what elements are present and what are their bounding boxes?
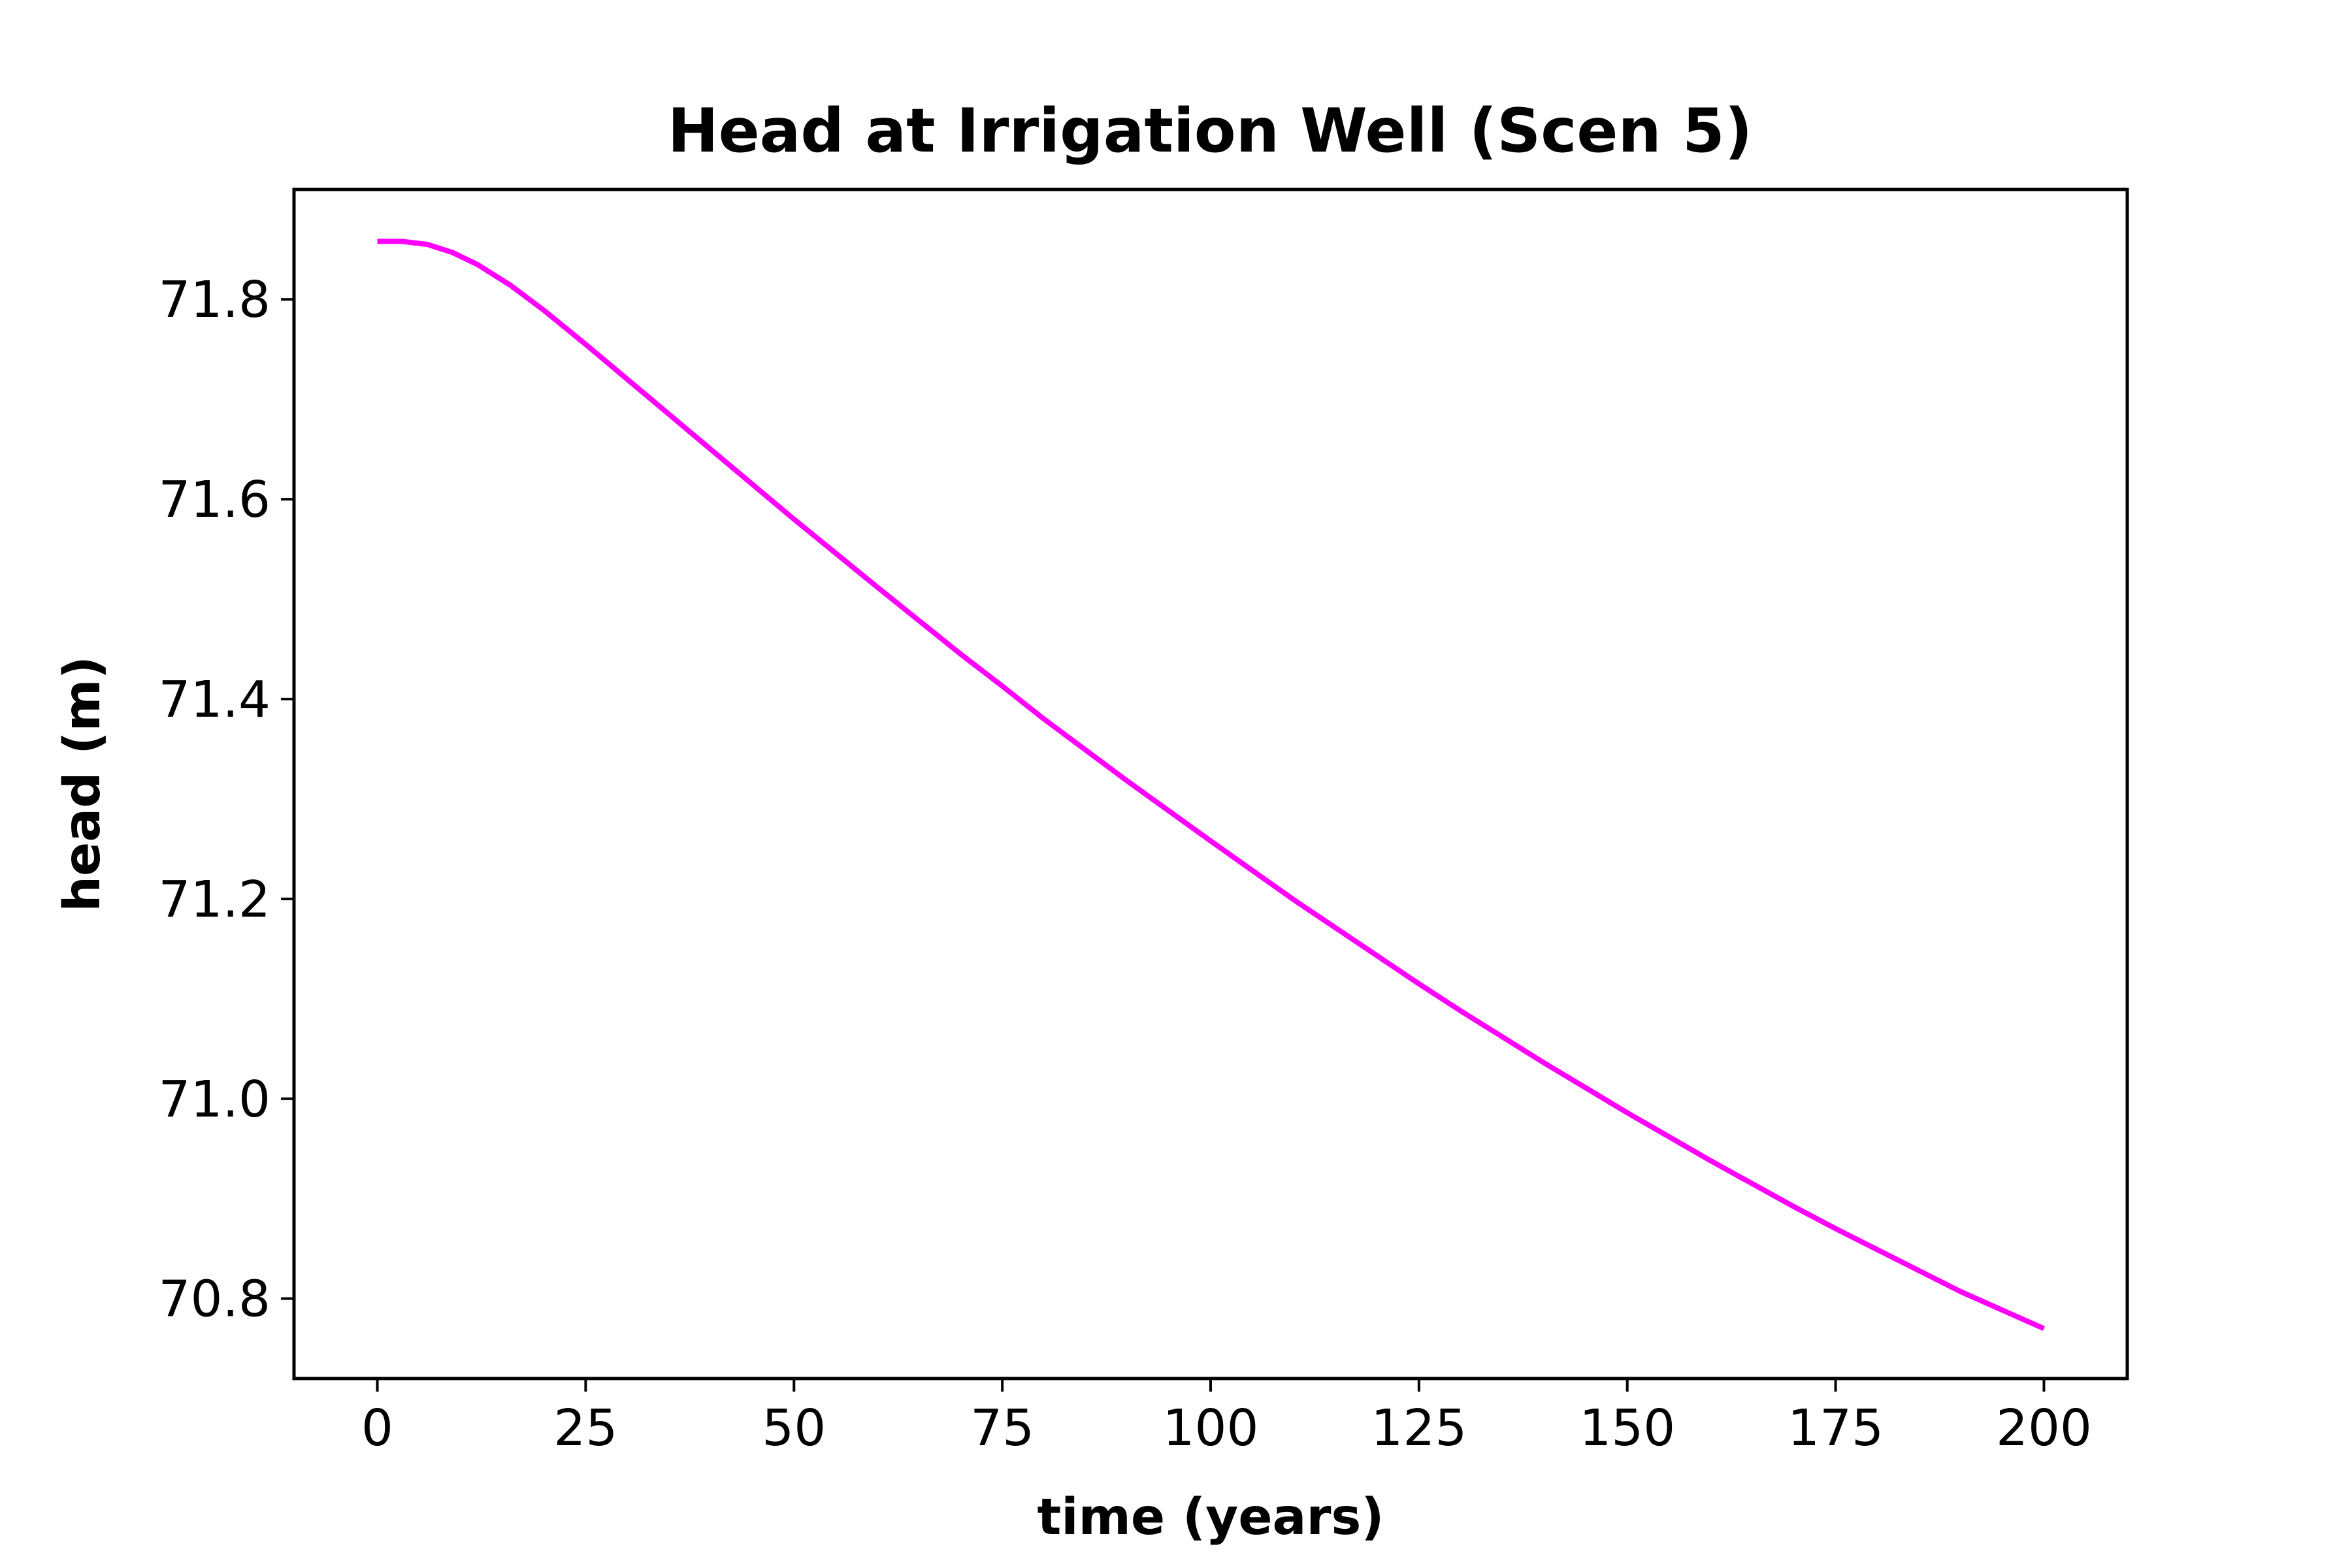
series-line xyxy=(377,238,2046,1331)
x-tick-label: 50 xyxy=(762,1399,826,1458)
x-tick-label: 175 xyxy=(1788,1399,1884,1458)
y-axis-label: head (m) xyxy=(54,656,112,912)
y-tick-label: 71.2 xyxy=(159,871,270,929)
y-tick-label: 71.8 xyxy=(159,271,270,329)
x-tick-label: 0 xyxy=(361,1399,393,1458)
plot-frame xyxy=(292,188,2129,1380)
x-axis: 0 25 50 75 100 125 150 175 200 xyxy=(361,1379,2092,1458)
x-tick-label: 100 xyxy=(1163,1399,1259,1458)
plot-area xyxy=(377,238,2046,1331)
y-tick-label: 71.0 xyxy=(159,1071,270,1129)
x-axis-label: time (years) xyxy=(1037,1488,1384,1546)
y-tick-label: 71.4 xyxy=(159,671,270,729)
x-tick-label: 125 xyxy=(1371,1399,1467,1458)
x-tick-label: 150 xyxy=(1579,1399,1675,1458)
x-tick-label: 75 xyxy=(970,1399,1034,1458)
y-axis: 70.8 71.0 71.2 71.4 71.6 71.8 xyxy=(159,271,294,1329)
chart-title: Head at Irrigation Well (Scen 5) xyxy=(668,95,1753,166)
x-tick-label: 200 xyxy=(1996,1399,2092,1458)
x-tick-label: 25 xyxy=(553,1399,617,1458)
y-tick-label: 70.8 xyxy=(159,1271,270,1329)
y-tick-label: 71.6 xyxy=(159,471,270,529)
